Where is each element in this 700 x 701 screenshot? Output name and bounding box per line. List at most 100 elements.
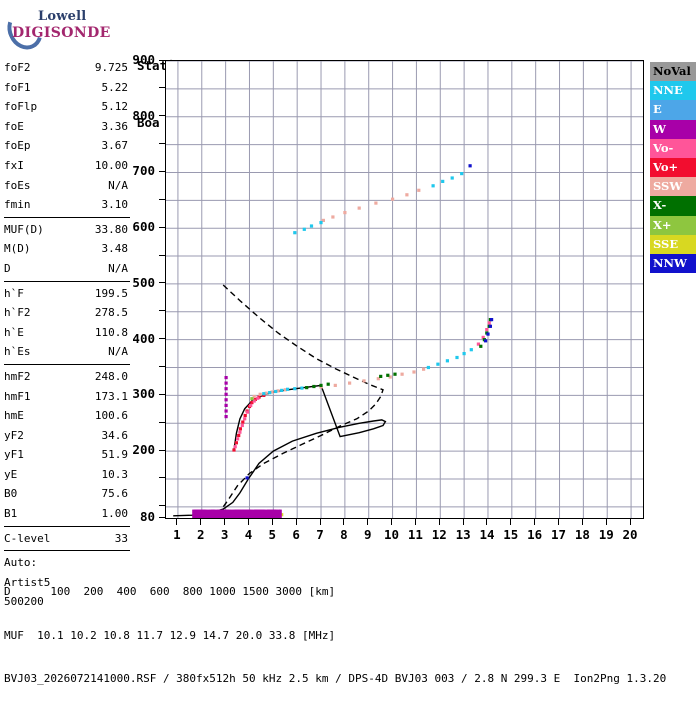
- data-point: [232, 448, 235, 451]
- bottom-echo-mark: [263, 510, 266, 518]
- data-point: [225, 393, 228, 396]
- bottom-echo-mark: [228, 510, 231, 518]
- data-point: [238, 431, 241, 434]
- x-tick: [415, 518, 416, 525]
- data-point: [236, 437, 239, 440]
- ionogram-plot-area: 80 200 300 400 500 600 700 800 900 1 2 3 4 5 6 7 8 9 10 11 1…: [0, 0, 700, 600]
- data-point: [225, 409, 228, 412]
- y-tick: [159, 394, 165, 395]
- y-tick: [159, 255, 165, 256]
- y-tick: [159, 505, 165, 506]
- series-f-trace-vo-pink-: [234, 321, 491, 448]
- x-tick: [558, 518, 559, 525]
- legend-item-noval[interactable]: NoVal: [650, 62, 696, 81]
- y-tick-label: 800: [109, 108, 155, 123]
- bottom-echo-mark: [213, 510, 216, 518]
- data-point: [286, 388, 289, 391]
- series-f-trace-nnw-dark-blue-: [194, 164, 493, 516]
- x-tick-label: 10: [379, 527, 405, 542]
- y-tick-label: 500: [109, 275, 155, 290]
- data-point: [268, 391, 271, 394]
- curve-profile-solid: [173, 385, 385, 515]
- x-tick: [272, 518, 273, 525]
- x-tick: [463, 518, 464, 525]
- polarization-legend: NoVal NNE E W Vo- Vo+ SSW X- X+ SSE NNW: [650, 62, 696, 273]
- bottom-echo-mark: [230, 510, 233, 518]
- legend-item-e[interactable]: E: [650, 100, 696, 119]
- data-point: [401, 373, 404, 376]
- data-point: [225, 398, 228, 401]
- legend-item-x-[interactable]: X+: [650, 216, 696, 235]
- y-tick: [159, 310, 165, 311]
- x-tick: [486, 518, 487, 525]
- x-tick: [200, 518, 201, 525]
- legend-item-nne[interactable]: NNE: [650, 81, 696, 100]
- data-point: [310, 224, 313, 227]
- y-tick: [159, 227, 165, 228]
- y-tick: [159, 422, 165, 423]
- legend-item-w[interactable]: W: [650, 120, 696, 139]
- legend-item-vo-[interactable]: Vo+: [650, 158, 696, 177]
- y-tick: [159, 282, 165, 283]
- data-point: [460, 172, 463, 175]
- footer-file-row: BVJ03_2026072141000.RSF / 380fx512h 50 k…: [4, 672, 666, 687]
- legend-item-ssw[interactable]: SSW: [650, 177, 696, 196]
- data-point: [484, 339, 487, 342]
- data-point: [235, 441, 238, 444]
- data-point: [469, 164, 472, 167]
- data-point: [305, 386, 308, 389]
- legend-item-vo-[interactable]: Vo-: [650, 139, 696, 158]
- series-f-trace-low-freq-vo-red-: [232, 394, 265, 452]
- x-tick-label: 1: [164, 527, 190, 542]
- data-point: [422, 368, 425, 371]
- data-point: [393, 373, 396, 376]
- y-tick: [159, 171, 165, 172]
- data-point: [293, 387, 296, 390]
- data-point: [249, 404, 252, 407]
- x-tick: [630, 518, 631, 525]
- data-point: [441, 180, 444, 183]
- data-point: [280, 389, 283, 392]
- y-tick-label: 600: [109, 219, 155, 234]
- curve-muf-dashed: [215, 285, 383, 515]
- x-tick-label: 13: [450, 527, 476, 542]
- x-tick-label: 14: [474, 527, 500, 542]
- data-point: [427, 366, 430, 369]
- x-tick: [534, 518, 535, 525]
- y-tick: [159, 477, 165, 478]
- data-point: [319, 221, 322, 224]
- y-tick: [159, 517, 165, 518]
- y-tick-label: 900: [109, 52, 155, 67]
- data-point: [303, 228, 306, 231]
- data-point: [485, 328, 488, 331]
- data-point: [379, 375, 382, 378]
- x-tick: [367, 518, 368, 525]
- bottom-echo-band: [192, 510, 282, 518]
- bottom-echo-mark: [207, 510, 210, 518]
- x-tick: [391, 518, 392, 525]
- data-point: [405, 193, 408, 196]
- y-tick: [159, 60, 165, 61]
- data-point: [479, 345, 482, 348]
- legend-item-nnw[interactable]: NNW: [650, 254, 696, 273]
- x-tick: [439, 518, 440, 525]
- legend-item-sse[interactable]: SSE: [650, 235, 696, 254]
- footer-info: D 100 200 400 600 800 1000 1500 3000 [km…: [4, 556, 666, 701]
- x-tick-label: 19: [593, 527, 619, 542]
- data-point: [331, 215, 334, 218]
- data-point: [300, 387, 303, 390]
- x-tick-label: 12: [426, 527, 452, 542]
- data-point: [436, 363, 439, 366]
- x-tick-label: 5: [259, 527, 285, 542]
- data-point: [225, 387, 228, 390]
- footer-distance-row: D 100 200 400 600 800 1000 1500 3000 [km…: [4, 585, 666, 600]
- data-point: [463, 352, 466, 355]
- data-point: [327, 383, 330, 386]
- x-tick-label: 20: [617, 527, 643, 542]
- data-point: [237, 434, 240, 437]
- data-point: [234, 445, 237, 448]
- legend-item-x-[interactable]: X-: [650, 196, 696, 215]
- data-point: [293, 231, 296, 234]
- data-point: [432, 184, 435, 187]
- y-tick-label: 400: [109, 331, 155, 346]
